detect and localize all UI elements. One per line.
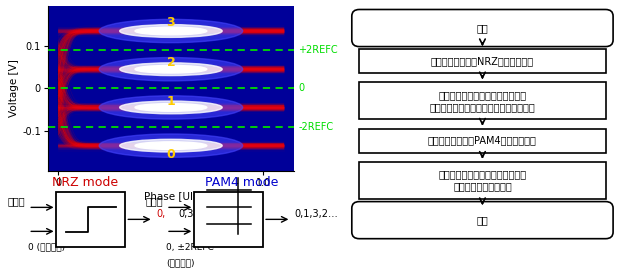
Text: -2REFC: -2REFC (298, 121, 333, 132)
Ellipse shape (135, 104, 207, 111)
FancyBboxPatch shape (359, 129, 606, 153)
Ellipse shape (99, 19, 243, 43)
Text: (参照信号): (参照信号) (166, 258, 195, 267)
Text: 0,1,3,2…: 0,1,3,2… (295, 209, 338, 219)
Ellipse shape (99, 96, 243, 119)
Ellipse shape (135, 65, 207, 73)
Ellipse shape (119, 63, 222, 76)
Text: 終了: 終了 (477, 215, 488, 225)
Text: PAM4 mode: PAM4 mode (204, 176, 278, 189)
Text: 1: 1 (167, 95, 175, 108)
Ellipse shape (99, 57, 243, 81)
Text: データ: データ (145, 196, 163, 206)
Ellipse shape (119, 139, 222, 152)
Text: NRZ mode: NRZ mode (52, 176, 118, 189)
Ellipse shape (135, 142, 207, 150)
Ellipse shape (99, 134, 243, 157)
Ellipse shape (119, 101, 222, 114)
FancyBboxPatch shape (352, 9, 613, 47)
Text: コンパレーターをPAM4モードで動作: コンパレーターをPAM4モードで動作 (428, 136, 537, 146)
Text: イコライザー、可変利得増幅器、
コンパレーターのパラメーターを最適化: イコライザー、可変利得増幅器、 コンパレーターのパラメーターを最適化 (429, 90, 535, 112)
FancyBboxPatch shape (56, 192, 125, 247)
Text: 3: 3 (167, 16, 175, 29)
Text: 0, ±2REFC: 0, ±2REFC (166, 243, 214, 252)
X-axis label: Phase [UI]: Phase [UI] (144, 191, 197, 201)
Text: 0 (参照信号): 0 (参照信号) (28, 243, 65, 252)
Text: データ: データ (8, 196, 25, 206)
Ellipse shape (119, 25, 222, 37)
Y-axis label: Voltage [V]: Voltage [V] (10, 59, 19, 117)
FancyBboxPatch shape (352, 201, 613, 239)
Text: イコライザーとコンパレーターの
パラメーターを最適化: イコライザーとコンパレーターの パラメーターを最適化 (438, 169, 527, 191)
Ellipse shape (135, 27, 207, 35)
FancyBboxPatch shape (359, 49, 606, 73)
Text: コンパレーターをNRZモードで動作: コンパレーターをNRZモードで動作 (431, 56, 534, 66)
FancyBboxPatch shape (359, 162, 606, 199)
Text: 開始: 開始 (477, 23, 488, 33)
Text: +2REFC: +2REFC (298, 45, 337, 55)
Text: 0,: 0, (157, 209, 166, 219)
Text: 0,3,3…: 0,3,3… (179, 209, 213, 219)
FancyBboxPatch shape (194, 192, 263, 247)
FancyBboxPatch shape (359, 82, 606, 120)
Text: 2: 2 (167, 56, 175, 69)
Text: 0: 0 (167, 148, 175, 161)
Text: 0: 0 (298, 83, 304, 93)
